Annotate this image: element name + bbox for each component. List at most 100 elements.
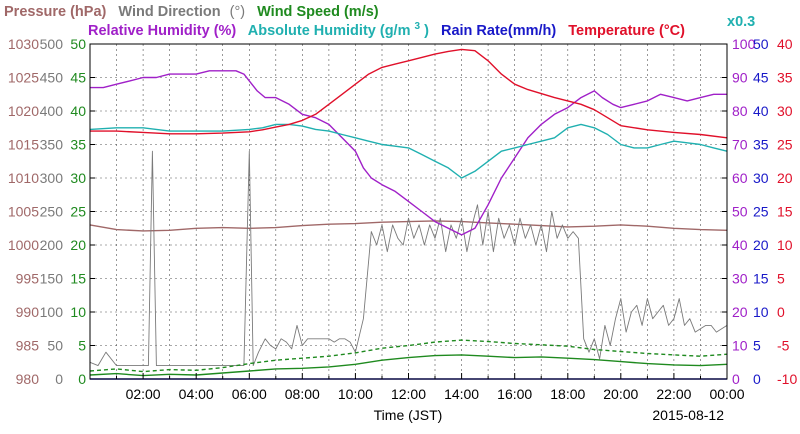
y-tick-wind-direction: 300 (40, 170, 64, 186)
y-tick-humidity: 60 (732, 170, 748, 186)
legend-wind-direction-unit: (°) (230, 4, 245, 20)
series-line-temperature-c (90, 48, 728, 139)
x-tick-label: 08:00 (285, 386, 320, 402)
legend-wind-speed: Wind Speed (m/s) (257, 4, 379, 20)
y-tick-rain-rate: 35 (753, 137, 769, 153)
y-tick-humidity: 80 (732, 103, 748, 119)
series-line-relative-humidity (90, 70, 727, 236)
y-tick-humidity: 0 (732, 371, 740, 387)
x-tick-label: 12:00 (391, 386, 426, 402)
x-tick-label: 22:00 (656, 386, 691, 402)
y-tick-wind-speed: 25 (70, 204, 86, 220)
scale-note: x0.3 (727, 14, 755, 30)
legend-relative-humidity: Relative Humidity (%) (88, 23, 236, 39)
y-tick-temperature: 15 (777, 204, 793, 220)
y-tick-pressure: 1010 (8, 170, 39, 186)
y-tick-rain-rate: 25 (753, 204, 769, 220)
y-tick-humidity: 70 (732, 137, 748, 153)
legend-absolute-humidity-superscript: 3 (415, 21, 421, 32)
x-tick-label: 18:00 (550, 386, 585, 402)
x-axis-title: Time (JST) (374, 407, 443, 423)
legend-pressure: Pressure (hPa) (4, 4, 107, 20)
series-line-absolute-humidity-g-m3 (89, 123, 728, 179)
legend-temperature: Temperature (°C) (568, 23, 685, 39)
y-tick-wind-speed: 0 (78, 371, 86, 387)
y-axes: 1030102510201015101010051000995990985980… (8, 36, 798, 387)
y-tick-pressure: 1030 (8, 36, 39, 52)
y-tick-rain-rate: 30 (753, 170, 769, 186)
legend-absolute-humidity-close: ) (424, 23, 429, 39)
y-tick-rain-rate: 20 (753, 237, 769, 253)
svg-text:Pressure (hPa) Wind Dire: Pressure (hPa) Wind Direction (°) Wind S… (4, 4, 379, 20)
y-tick-wind-direction: 500 (40, 36, 64, 52)
series-line-pressure-hpa (89, 220, 728, 232)
y-tick-wind-direction: 0 (55, 371, 63, 387)
y-tick-humidity: 20 (732, 304, 748, 320)
y-tick-pressure: 1020 (8, 103, 39, 119)
date-label: 2015-08-12 (652, 407, 724, 423)
y-tick-rain-rate: 5 (753, 338, 761, 354)
y-tick-pressure: 995 (16, 271, 40, 287)
series-line-wind-direction (89, 150, 728, 367)
y-tick-humidity: 40 (732, 237, 748, 253)
y-tick-pressure: 1025 (8, 70, 39, 86)
x-tick-label: 14:00 (444, 386, 479, 402)
y-tick-rain-rate: 50 (753, 36, 769, 52)
y-tick-rain-rate: 40 (753, 103, 769, 119)
legend-wind-direction: Wind Direction (118, 4, 220, 20)
y-tick-temperature: 40 (777, 36, 793, 52)
y-tick-temperature: 5 (777, 271, 785, 287)
y-tick-pressure: 1015 (8, 137, 39, 153)
y-tick-rain-rate: 10 (753, 304, 769, 320)
y-tick-temperature: 20 (777, 170, 793, 186)
y-tick-wind-speed: 35 (70, 137, 86, 153)
grid (90, 44, 727, 379)
x-tick-label: 20:00 (603, 386, 638, 402)
x-tick-label: 10:00 (338, 386, 373, 402)
y-tick-pressure: 990 (16, 304, 40, 320)
y-tick-temperature: 10 (777, 237, 793, 253)
y-tick-temperature: 0 (777, 304, 785, 320)
y-tick-temperature: -10 (777, 371, 797, 387)
y-tick-wind-direction: 50 (47, 338, 63, 354)
y-tick-temperature: 25 (777, 137, 793, 153)
y-tick-wind-direction: 100 (40, 304, 64, 320)
y-tick-wind-direction: 150 (40, 271, 64, 287)
y-tick-pressure: 985 (16, 338, 40, 354)
y-tick-temperature: 30 (777, 103, 793, 119)
y-tick-wind-speed: 40 (70, 103, 86, 119)
y-tick-wind-direction: 200 (40, 237, 64, 253)
legend-rain-rate: Rain Rate(mm/h) (441, 23, 556, 39)
x-axis: 02:00 04:00 06:00 08:00 10:00 12:00 14:00 16:00… (116, 373, 745, 402)
y-tick-wind-direction: 400 (40, 103, 64, 119)
y-tick-rain-rate: 45 (753, 70, 769, 86)
y-tick-wind-direction: 450 (40, 70, 64, 86)
series-line-wind-gust-m-s (89, 339, 728, 373)
y-tick-wind-direction: 250 (40, 204, 64, 220)
y-tick-wind-speed: 15 (70, 271, 86, 287)
x-tick-label: 16:00 (497, 386, 532, 402)
y-tick-wind-speed: 5 (78, 338, 86, 354)
y-tick-wind-speed: 45 (70, 70, 86, 86)
y-tick-humidity: 10 (732, 338, 748, 354)
x-tick-label: 04:00 (179, 386, 214, 402)
y-tick-humidity: 90 (732, 70, 748, 86)
y-tick-wind-speed: 20 (70, 237, 86, 253)
y-tick-wind-speed: 30 (70, 170, 86, 186)
y-tick-pressure: 1000 (8, 237, 39, 253)
y-tick-rain-rate: 15 (753, 271, 769, 287)
x-tick-label: 00:00 (709, 386, 744, 402)
y-tick-humidity: 50 (732, 204, 748, 220)
y-tick-humidity: 100 (732, 36, 756, 52)
svg-text:Relative Humidity (%) Ab: Relative Humidity (%) Absolute Humidity … (88, 17, 685, 39)
y-tick-temperature: -5 (777, 338, 790, 354)
x-tick-label: 06:00 (232, 386, 267, 402)
y-tick-wind-speed: 10 (70, 304, 86, 320)
y-tick-humidity: 30 (732, 271, 748, 287)
y-tick-rain-rate: 0 (753, 371, 761, 387)
y-tick-pressure: 980 (16, 371, 40, 387)
x-tick-label: 02:00 (126, 386, 161, 402)
y-tick-pressure: 1005 (8, 204, 39, 220)
